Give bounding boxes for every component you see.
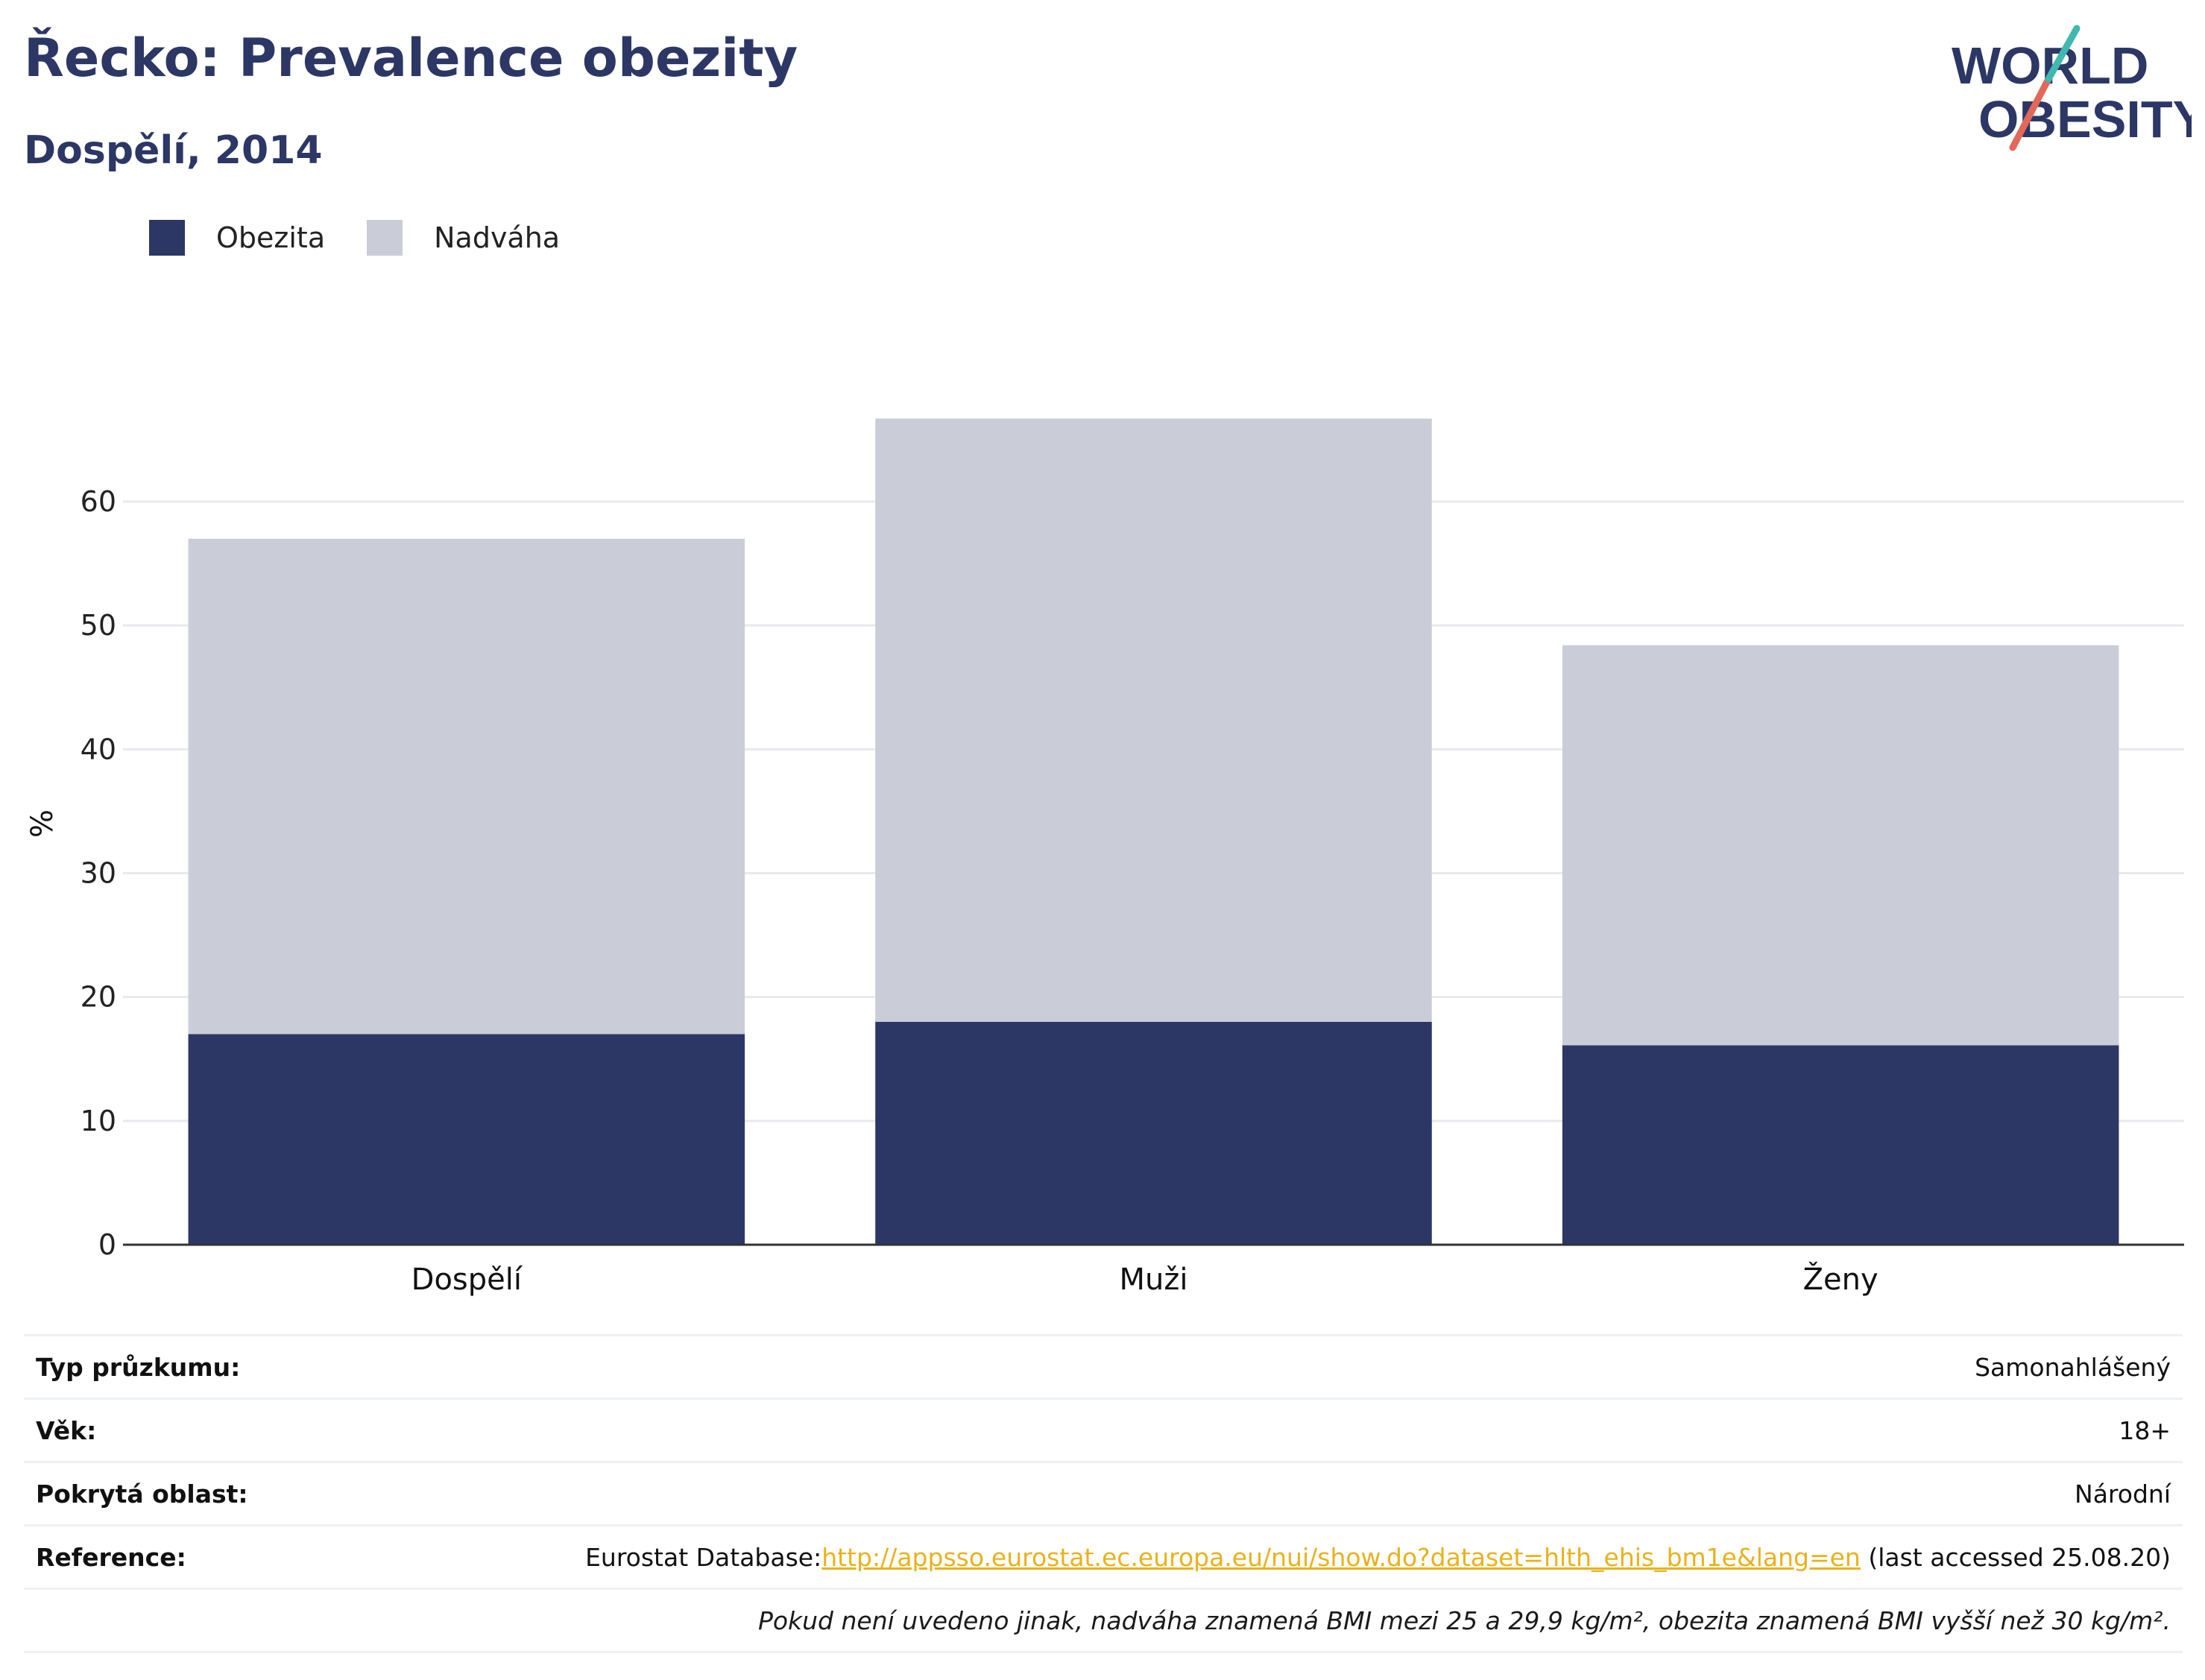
y-axis-label: % [25,809,60,838]
y-tick-label: 10 [81,1105,116,1137]
reference-suffix: (last accessed 25.08.20) [1860,1542,2171,1572]
survey-type-label: Typ průzkumu: [36,1352,241,1382]
bar-nadvaha [875,418,1432,1022]
legend-item-obezita[interactable]: Obezita [149,220,325,256]
y-tick-label: 30 [81,856,116,889]
logo-text-world: WORLD [1952,37,2148,95]
info-table: Typ průzkumu: Samonahlášený Věk: 18+ Pok… [24,1334,2183,1653]
chart-legend: Obezita Nadváha [149,220,602,256]
legend-label-nadvaha: Nadváha [434,221,561,254]
y-tick-label: 40 [81,733,116,765]
definition-note: Pokud není uvedeno jinak, nadváha znamen… [757,1605,2171,1635]
info-row-survey-type: Typ průzkumu: Samonahlášený [24,1334,2183,1398]
bar-chart: 0 10 20 30 40 50 60 Dospělí Muži Ženy% [25,418,2184,1297]
coverage-value: Národní [2075,1479,2171,1509]
world-obesity-logo: WORLD OBESITY [1946,22,2205,157]
x-tick-label: Muži [1120,1263,1188,1297]
reference-prefix: Eurostat Database: [585,1542,822,1572]
legend-swatch-nadvaha [367,220,403,256]
legend-item-nadvaha[interactable]: Nadváha [367,220,560,256]
coverage-label: Pokrytá oblast: [36,1479,248,1509]
info-row-coverage: Pokrytá oblast: Národní [24,1461,2183,1524]
x-tick-label: Ženy [1803,1261,1878,1297]
bar-obezita [1562,1045,2119,1245]
y-tick-label: 60 [81,485,116,518]
reference-link[interactable]: http://appsso.eurostat.ec.europa.eu/nui/… [821,1542,1861,1572]
bar-obezita [875,1021,1432,1245]
x-tick-label: Dospělí [411,1263,523,1297]
chart-title: Řecko: Prevalence obezity [24,28,798,89]
age-value: 18+ [2119,1415,2171,1445]
info-row-note: Pokud není uvedeno jinak, nadváha znamen… [24,1588,2183,1653]
reference-value: Eurostat Database:http://appsso.eurostat… [585,1543,2171,1572]
info-row-age: Věk: 18+ [24,1398,2183,1461]
bar-nadvaha [188,538,745,1035]
chart-subtitle: Dospělí, 2014 [24,128,323,173]
info-row-reference: Reference: Eurostat Database:http://apps… [24,1524,2183,1588]
y-tick-label: 20 [81,981,116,1014]
legend-swatch-obezita [149,220,185,256]
legend-label-obezita: Obezita [216,221,326,254]
age-label: Věk: [36,1415,97,1445]
bar-nadvaha [1562,645,2119,1046]
survey-type-value: Samonahlášený [1975,1352,2171,1382]
y-tick-label: 0 [98,1228,116,1261]
reference-label: Reference: [36,1542,186,1572]
bar-obezita [188,1034,745,1245]
y-tick-label: 50 [81,609,116,642]
